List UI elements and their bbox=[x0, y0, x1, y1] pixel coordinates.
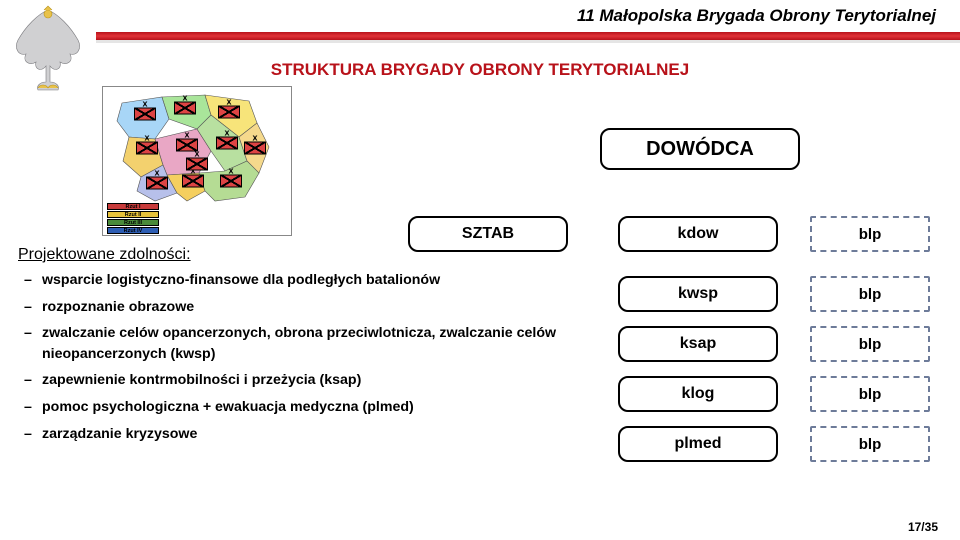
org-box-sub-ksap: ksap bbox=[618, 326, 778, 362]
header-accent-bar bbox=[96, 32, 960, 40]
org-box-blp-0: blp bbox=[810, 216, 930, 252]
org-box-sub-kwsp: kwsp bbox=[618, 276, 778, 312]
org-box-sub-kdow: kdow bbox=[618, 216, 778, 252]
map-unit-marker: x bbox=[182, 174, 204, 187]
org-box-sub-klog: klog bbox=[618, 376, 778, 412]
org-box-blp-1: blp bbox=[810, 276, 930, 312]
map-unit-marker: x bbox=[216, 136, 238, 149]
legend-row: Rzut IV bbox=[107, 227, 287, 234]
page-number: 17/35 bbox=[908, 520, 938, 534]
map-unit-marker: x bbox=[136, 142, 158, 155]
capability-item: rozpoznanie obrazowe bbox=[24, 297, 588, 318]
legend-row: Rzut II bbox=[107, 211, 287, 218]
map-unit-marker: x bbox=[186, 157, 208, 170]
brigade-title: 11 Małopolska Brygada Obrony Terytorialn… bbox=[577, 6, 936, 26]
capability-item: zarządzanie kryzysowe bbox=[24, 424, 588, 445]
map-unit-marker: x bbox=[220, 174, 242, 187]
org-box-blp-2: blp bbox=[810, 326, 930, 362]
map-unit-marker: x bbox=[134, 107, 156, 120]
capability-item: zwalczanie celów opancerzonych, obrona p… bbox=[24, 323, 588, 364]
capabilities-list: wsparcie logistyczno-finansowe dla podle… bbox=[18, 270, 588, 444]
map-unit-marker: x bbox=[174, 102, 196, 115]
eagle-emblem-icon bbox=[8, 4, 88, 94]
map-unit-marker: x bbox=[244, 142, 266, 155]
capability-item: wsparcie logistyczno-finansowe dla podle… bbox=[24, 270, 588, 291]
map-unit-marker: x bbox=[146, 176, 168, 189]
map-unit-marker: x bbox=[218, 106, 240, 119]
capability-item: zapewnienie kontrmobilności i przeżycia … bbox=[24, 370, 588, 391]
org-box-blp-3: blp bbox=[810, 376, 930, 412]
slide-subtitle: STRUKTURA BRYGADY OBRONY TERYTORIALNEJ bbox=[271, 60, 689, 80]
capability-item: pomoc psychologiczna + ewakuacja medyczn… bbox=[24, 397, 588, 418]
org-box-sub-plmed: plmed bbox=[618, 426, 778, 462]
org-box-blp-4: blp bbox=[810, 426, 930, 462]
map-legend: Rzut IRzut IIRzut IIIRzut IV bbox=[107, 203, 287, 234]
capabilities-title: Projektowane zdolności: bbox=[18, 246, 588, 264]
org-box-commander: DOWÓDCA bbox=[600, 128, 800, 170]
legend-row: Rzut III bbox=[107, 219, 287, 226]
poland-map: xxxxxxxxxxx Rzut IRzut IIRzut IIIRzut IV bbox=[102, 86, 292, 236]
